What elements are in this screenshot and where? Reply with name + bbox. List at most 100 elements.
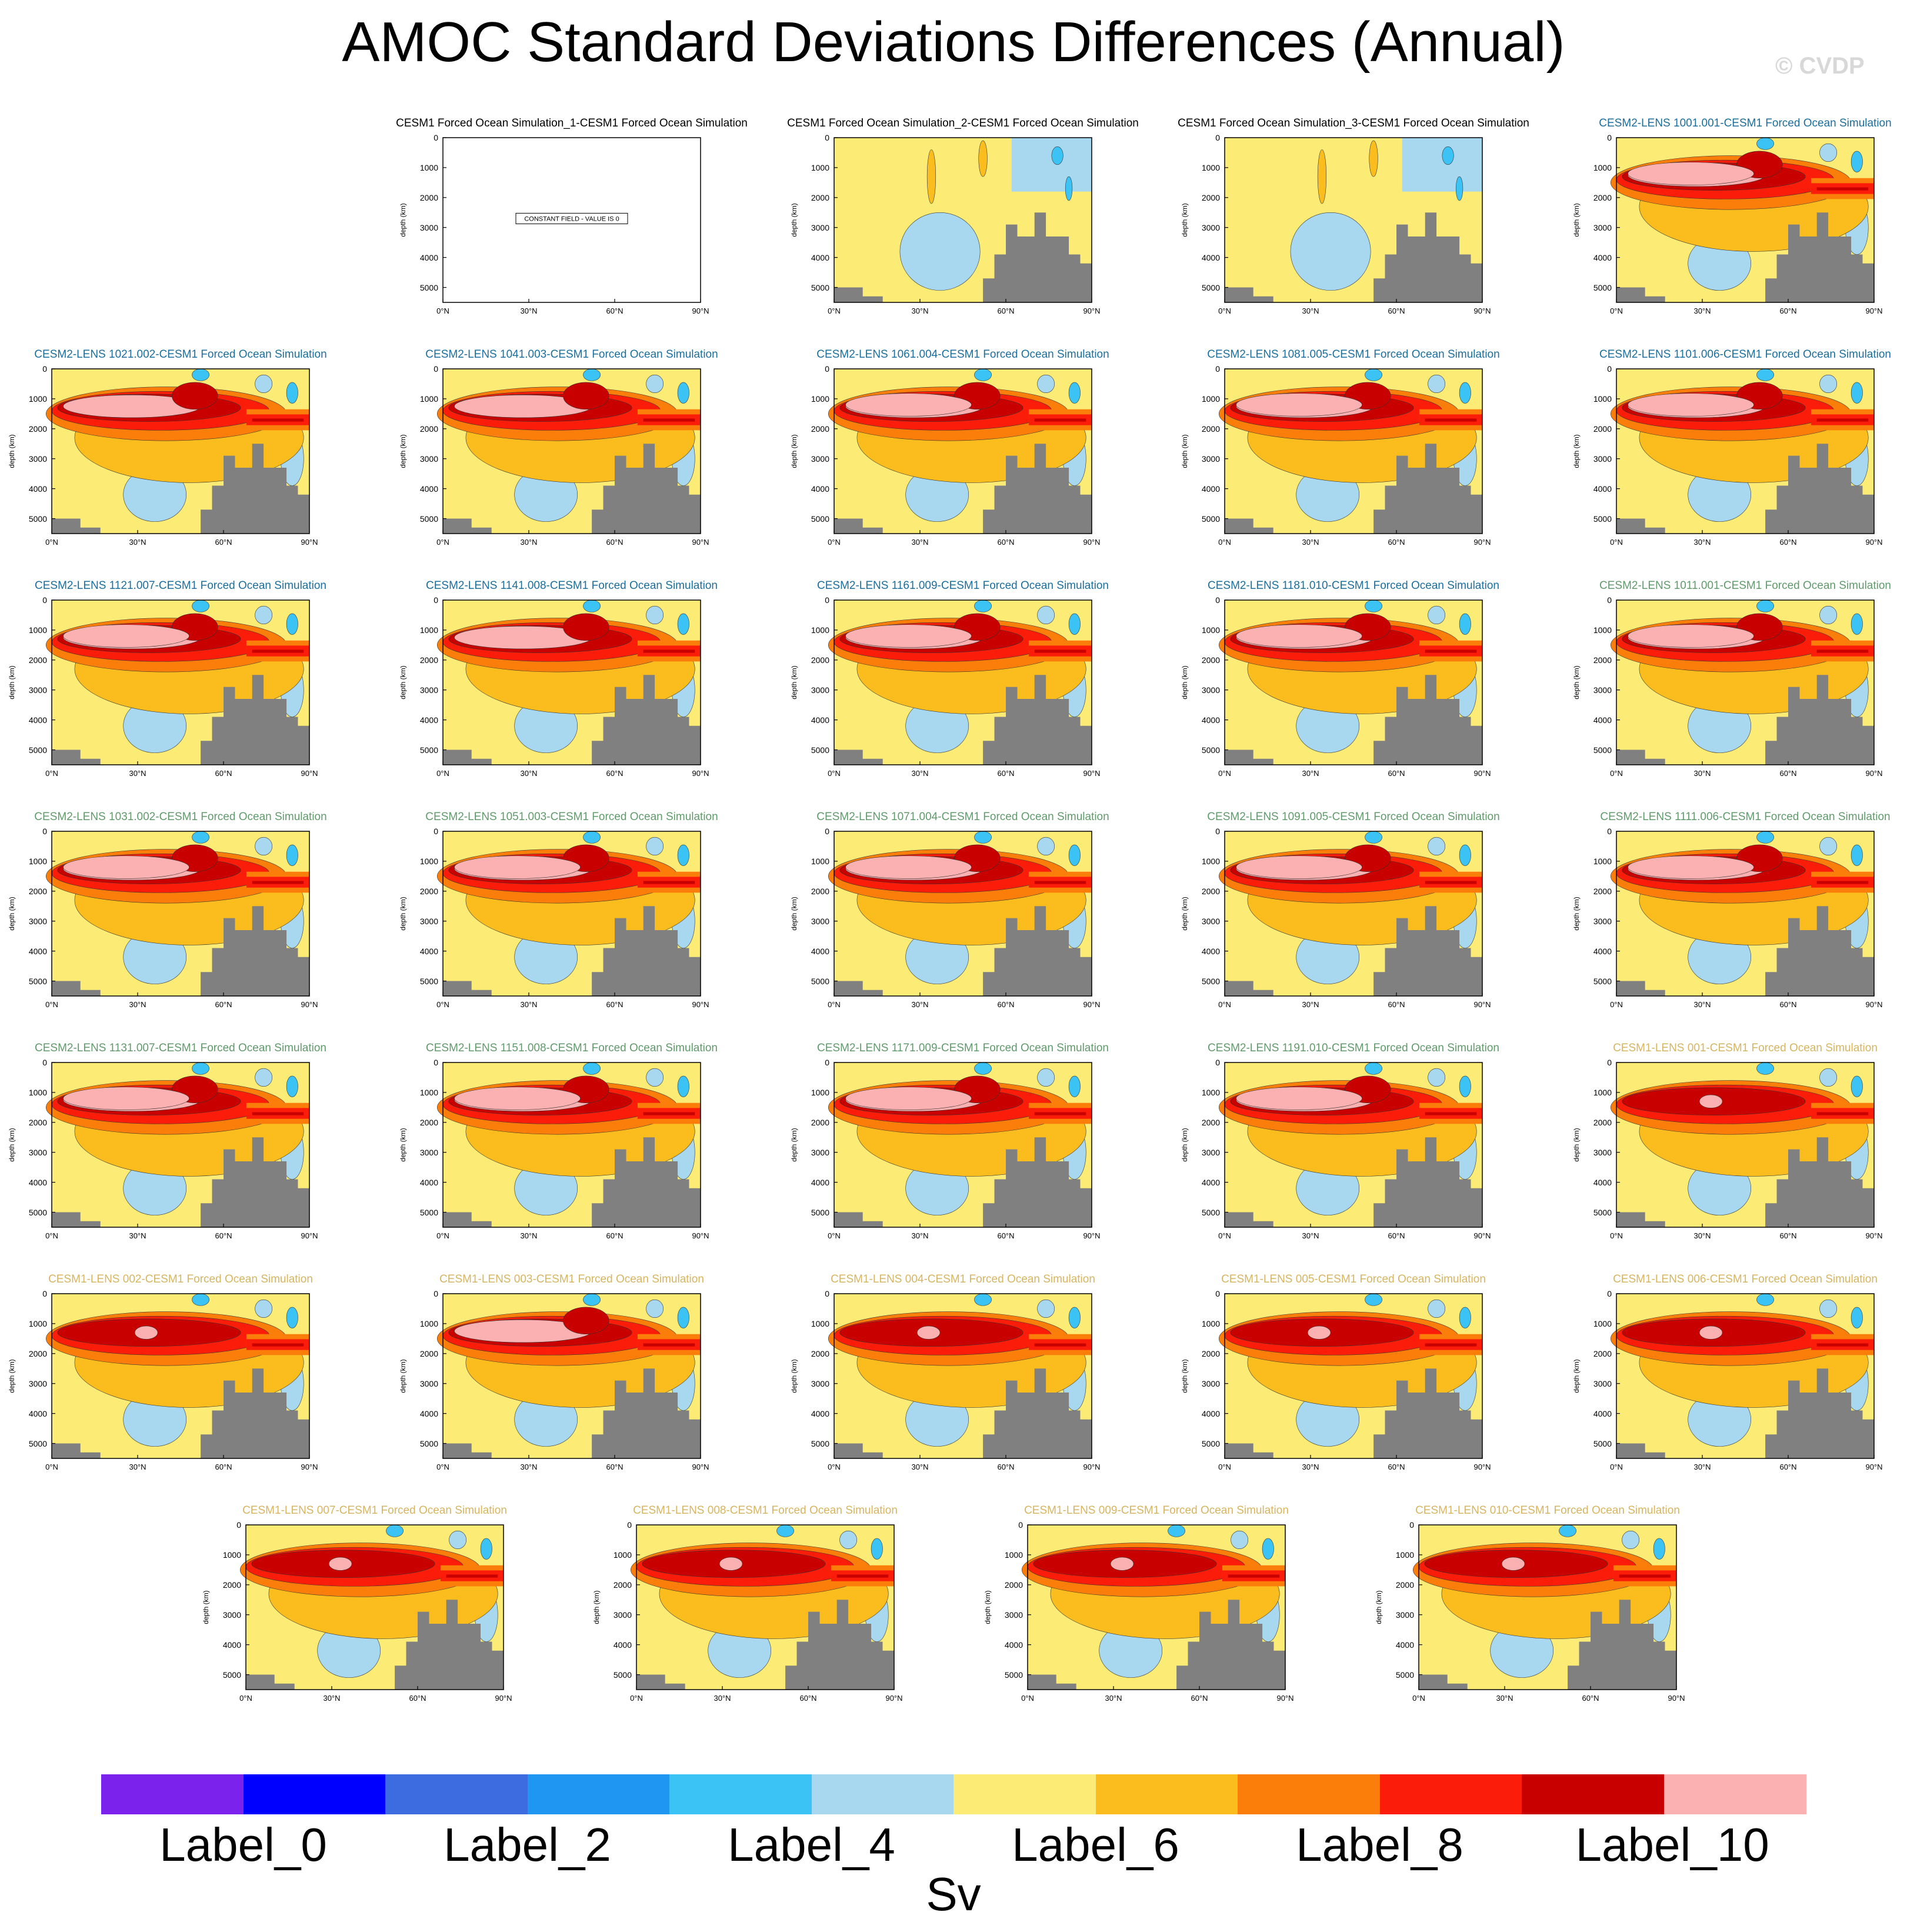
contour-fill-high <box>1610 1311 1852 1366</box>
seafloor-mask <box>443 444 701 534</box>
contour-fill-low <box>1051 146 1063 165</box>
x-tick-label: 60°N <box>1779 1231 1797 1240</box>
contour-fill-band <box>1028 1108 1092 1119</box>
contour-fill-low <box>1063 662 1086 717</box>
contour-fill-peak <box>448 394 632 422</box>
x-tick-label: 0°N <box>436 1463 449 1471</box>
contour-fill-max <box>916 1325 941 1340</box>
x-tick-label: 60°N <box>1779 538 1797 547</box>
y-tick-label: 1000 <box>419 162 438 172</box>
y-tick-label: 1000 <box>1201 1087 1220 1097</box>
y-tick-label: 4000 <box>1201 252 1220 262</box>
y-tick-label: 4000 <box>419 946 438 956</box>
y-tick-label: 4000 <box>28 946 47 956</box>
x-tick-label: 0°N <box>828 538 841 547</box>
contour-fill-band <box>246 414 309 425</box>
contour-fill-band <box>637 1108 701 1119</box>
contour-fill-mid <box>465 1086 695 1177</box>
panel-plot <box>1218 368 1483 534</box>
constant-field-note: CONSTANT FIELD - VALUE IS 0 <box>524 215 619 222</box>
y-tick-label: 1000 <box>1201 625 1220 635</box>
seafloor-mask <box>52 675 309 765</box>
panel-plot <box>1610 831 1875 997</box>
contour-fill-base <box>1225 600 1482 765</box>
seafloor-mask <box>834 444 1092 534</box>
contour-fill-band <box>643 1112 695 1115</box>
y-tick-label: 2000 <box>222 1580 241 1590</box>
plot-frame <box>1224 599 1483 765</box>
plot-frame <box>442 1293 701 1459</box>
contour-fill-max <box>63 625 201 649</box>
y-tick-label: 0 <box>1215 133 1220 142</box>
contour-fill-low <box>1851 613 1863 635</box>
contour-fill-band <box>1419 871 1482 893</box>
x-tick-label: 0°N <box>436 307 449 315</box>
panel-title: CESM1-LENS 002-CESM1 Forced Ocean Simula… <box>48 1273 313 1285</box>
contour-fill-low <box>905 1161 969 1215</box>
plot-frame <box>1027 1524 1286 1690</box>
y-tick-label: 0 <box>1607 1058 1612 1067</box>
contour-fill-peak <box>172 382 218 410</box>
x-tick-label: 60°N <box>606 538 624 547</box>
y-tick-label: 5000 <box>1593 514 1612 524</box>
contour-fill-peak <box>1345 1075 1391 1104</box>
y-tick-label: 5000 <box>28 1207 47 1217</box>
contour-fill-low <box>905 467 969 522</box>
contour-fill-max <box>1628 855 1754 879</box>
x-tick-label: 60°N <box>606 1463 624 1471</box>
y-tick-label: 3000 <box>28 454 47 464</box>
plot-frame <box>636 1524 895 1690</box>
plot-frame <box>834 599 1092 765</box>
panel-title: CESM2-LENS 1021.002-CESM1 Forced Ocean S… <box>34 348 327 361</box>
x-tick-label: 90°N <box>692 307 709 315</box>
y-tick-label: 3000 <box>811 454 829 464</box>
y-tick-label: 1000 <box>28 1087 47 1097</box>
y-tick-label: 4000 <box>1593 946 1612 956</box>
seafloor-mask <box>1225 212 1482 302</box>
panel-title: CESM1-LENS 006-CESM1 Forced Ocean Simula… <box>1613 1273 1878 1285</box>
contour-fill-high <box>1224 1315 1443 1355</box>
plot-frame <box>245 1524 504 1690</box>
x-tick-label: 90°N <box>692 1231 709 1240</box>
y-tick-label: 0 <box>1215 364 1220 374</box>
contour-fill-band <box>1811 877 1874 888</box>
panel-plot <box>1218 1293 1483 1459</box>
y-tick-label: 3000 <box>419 454 438 464</box>
y-tick-label: 0 <box>825 364 829 374</box>
contour-fill-max <box>1110 1557 1134 1571</box>
y-tick-label: 3000 <box>1395 1610 1414 1620</box>
contour-fill-peak <box>954 1075 1001 1104</box>
contour-fill-band <box>1419 1108 1482 1119</box>
contour-fill-low <box>1851 844 1863 866</box>
plot-frame <box>51 1293 310 1459</box>
contour-fill-base <box>1616 600 1874 765</box>
contour-fill-low <box>1819 605 1838 625</box>
seafloor-mask <box>834 1368 1092 1458</box>
contour-fill-low <box>1231 1530 1249 1550</box>
y-tick-label: 0 <box>1215 595 1220 605</box>
contour-fill-band <box>1425 649 1477 653</box>
contour-fill-mid <box>1639 392 1869 483</box>
contour-fill-band <box>440 1570 504 1581</box>
y-tick-label: 3000 <box>1593 222 1612 232</box>
plot-frame <box>1418 1524 1677 1690</box>
y-tick-label: 0 <box>825 133 829 142</box>
panel-plot <box>828 1293 1092 1459</box>
y-tick-label: 0 <box>1607 827 1612 836</box>
y-tick-label: 4000 <box>419 484 438 494</box>
panel-plot <box>1610 368 1875 534</box>
contour-fill-low <box>1756 1293 1774 1306</box>
x-tick-label: 30°N <box>323 1694 341 1703</box>
contour-fill-high <box>834 391 1052 431</box>
contour-fill-low <box>1037 1299 1055 1318</box>
y-tick-label: 0 <box>825 1289 829 1298</box>
contour-fill-low <box>1756 831 1774 844</box>
contour-fill-band <box>1028 871 1092 893</box>
x-tick-label: 90°N <box>1865 1463 1883 1471</box>
plot-frame <box>51 1062 310 1228</box>
contour-fill-band <box>637 1102 701 1124</box>
contour-fill-max <box>63 1087 189 1110</box>
panel-title: CESM1 Forced Ocean Simulation_2-CESM1 Fo… <box>787 117 1139 129</box>
panel-plot <box>436 1293 701 1459</box>
y-tick-label: 0 <box>1607 1289 1612 1298</box>
